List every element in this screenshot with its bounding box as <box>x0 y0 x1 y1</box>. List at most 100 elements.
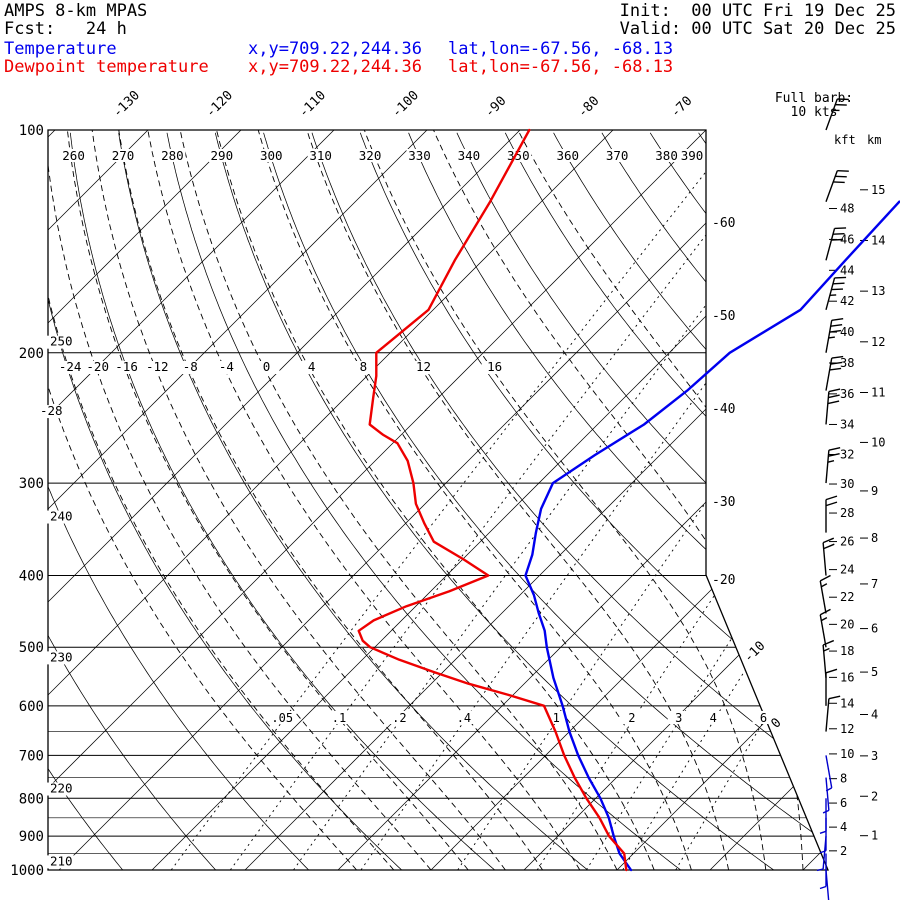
svg-text:.4: .4 <box>457 711 471 725</box>
temperature-legend-label: Temperature <box>4 39 117 59</box>
svg-text:12: 12 <box>871 335 885 349</box>
svg-text:380: 380 <box>655 148 678 163</box>
traces <box>357 128 900 872</box>
svg-text:18: 18 <box>840 644 854 658</box>
barb-key: Full barb: 10 kts <box>756 92 872 120</box>
svg-text:3: 3 <box>871 749 878 763</box>
svg-text:-28: -28 <box>40 403 63 418</box>
svg-text:km: km <box>867 133 881 147</box>
barb-key-line1: Full barb: <box>774 91 854 106</box>
svg-text:38: 38 <box>840 356 854 370</box>
svg-text:-8: -8 <box>183 359 198 374</box>
svg-text:320: 320 <box>359 148 382 163</box>
svg-text:600: 600 <box>19 699 44 715</box>
plot-labels: 260 270 280 290 300 310 320 330 340 350 360 370 380 3… <box>10 88 784 879</box>
svg-text:0: 0 <box>768 715 784 731</box>
plot-gridlines <box>48 130 828 870</box>
valid-time: Valid: 00 UTC Sat 20 Dec 25 <box>619 19 896 39</box>
svg-text:700: 700 <box>19 748 44 764</box>
svg-text:6: 6 <box>840 796 847 810</box>
svg-text:12: 12 <box>416 359 431 374</box>
svg-text:-70: -70 <box>668 94 695 121</box>
svg-text:100: 100 <box>19 123 44 139</box>
svg-text:14: 14 <box>840 696 854 710</box>
svg-text:kft: kft <box>834 133 856 147</box>
svg-text:24: 24 <box>840 563 854 577</box>
svg-text:6: 6 <box>760 711 767 725</box>
svg-text:-60: -60 <box>712 216 735 231</box>
svg-text:5: 5 <box>871 665 878 679</box>
svg-text:13: 13 <box>871 284 885 298</box>
svg-text:-16: -16 <box>115 359 138 374</box>
svg-text:230: 230 <box>50 649 73 664</box>
svg-text:2: 2 <box>871 789 878 803</box>
temperature-trace <box>524 200 900 872</box>
svg-text:250: 250 <box>50 334 73 349</box>
svg-text:-40: -40 <box>712 402 735 417</box>
dewpoint-legend-xy: x,y=709.22,244.36 <box>248 57 422 77</box>
svg-text:0: 0 <box>263 359 271 374</box>
svg-text:2: 2 <box>840 844 847 858</box>
svg-text:.05: .05 <box>271 711 293 725</box>
svg-text:.2: .2 <box>392 711 406 725</box>
svg-text:-24: -24 <box>59 359 82 374</box>
svg-text:34: 34 <box>840 417 854 431</box>
wind-barbs <box>816 98 849 900</box>
svg-text:500: 500 <box>19 640 44 656</box>
svg-text:800: 800 <box>19 791 44 807</box>
svg-text:16: 16 <box>840 670 854 684</box>
svg-text:3: 3 <box>675 711 682 725</box>
svg-text:-10: -10 <box>741 639 768 666</box>
svg-text:6: 6 <box>871 622 878 636</box>
svg-text:8: 8 <box>871 531 878 545</box>
svg-text:-50: -50 <box>712 309 735 324</box>
svg-text:330: 330 <box>408 148 431 163</box>
forecast-hour: Fcst: 24 h <box>4 19 127 39</box>
svg-text:7: 7 <box>871 577 878 591</box>
svg-text:8: 8 <box>360 359 368 374</box>
svg-text:9: 9 <box>871 484 878 498</box>
svg-text:220: 220 <box>50 781 73 796</box>
svg-text:10: 10 <box>840 747 854 761</box>
model-title: AMPS 8-km MPAS <box>4 1 148 21</box>
svg-text:-90: -90 <box>482 94 509 121</box>
svg-text:14: 14 <box>871 233 885 247</box>
svg-text:.1: .1 <box>332 711 346 725</box>
svg-text:32: 32 <box>840 448 854 462</box>
svg-text:900: 900 <box>19 829 44 845</box>
svg-text:270: 270 <box>112 148 135 163</box>
svg-text:290: 290 <box>211 148 234 163</box>
svg-text:340: 340 <box>458 148 481 163</box>
svg-text:310: 310 <box>309 148 332 163</box>
svg-text:48: 48 <box>840 202 854 216</box>
svg-text:240: 240 <box>50 509 73 524</box>
svg-text:2: 2 <box>628 711 635 725</box>
svg-text:4: 4 <box>840 820 847 834</box>
svg-text:36: 36 <box>840 387 854 401</box>
svg-text:40: 40 <box>840 325 854 339</box>
dewpoint-legend-label: Dewpoint temperature <box>4 57 209 77</box>
svg-text:8: 8 <box>840 772 847 786</box>
svg-text:28: 28 <box>840 506 854 520</box>
svg-text:200: 200 <box>19 346 44 362</box>
svg-text:22: 22 <box>840 590 854 604</box>
height-axis: kft km24681012141618202224262830323436384… <box>829 133 885 858</box>
svg-text:30: 30 <box>840 477 854 491</box>
plot-frame <box>47 129 829 871</box>
svg-text:4: 4 <box>871 707 878 721</box>
svg-text:-130: -130 <box>110 88 143 121</box>
svg-text:-80: -80 <box>575 94 602 121</box>
svg-text:46: 46 <box>840 232 854 246</box>
svg-text:210: 210 <box>50 853 73 868</box>
init-time: Init: 00 UTC Fri 19 Dec 25 <box>619 1 896 21</box>
svg-text:10: 10 <box>871 435 885 449</box>
svg-text:12: 12 <box>840 722 854 736</box>
svg-text:4: 4 <box>710 711 717 725</box>
svg-text:260: 260 <box>62 148 85 163</box>
svg-text:-20: -20 <box>712 573 735 588</box>
svg-text:42: 42 <box>840 294 854 308</box>
svg-text:400: 400 <box>19 569 44 585</box>
temperature-legend-xy: x,y=709.22,244.36 <box>248 39 422 59</box>
svg-text:15: 15 <box>871 183 885 197</box>
